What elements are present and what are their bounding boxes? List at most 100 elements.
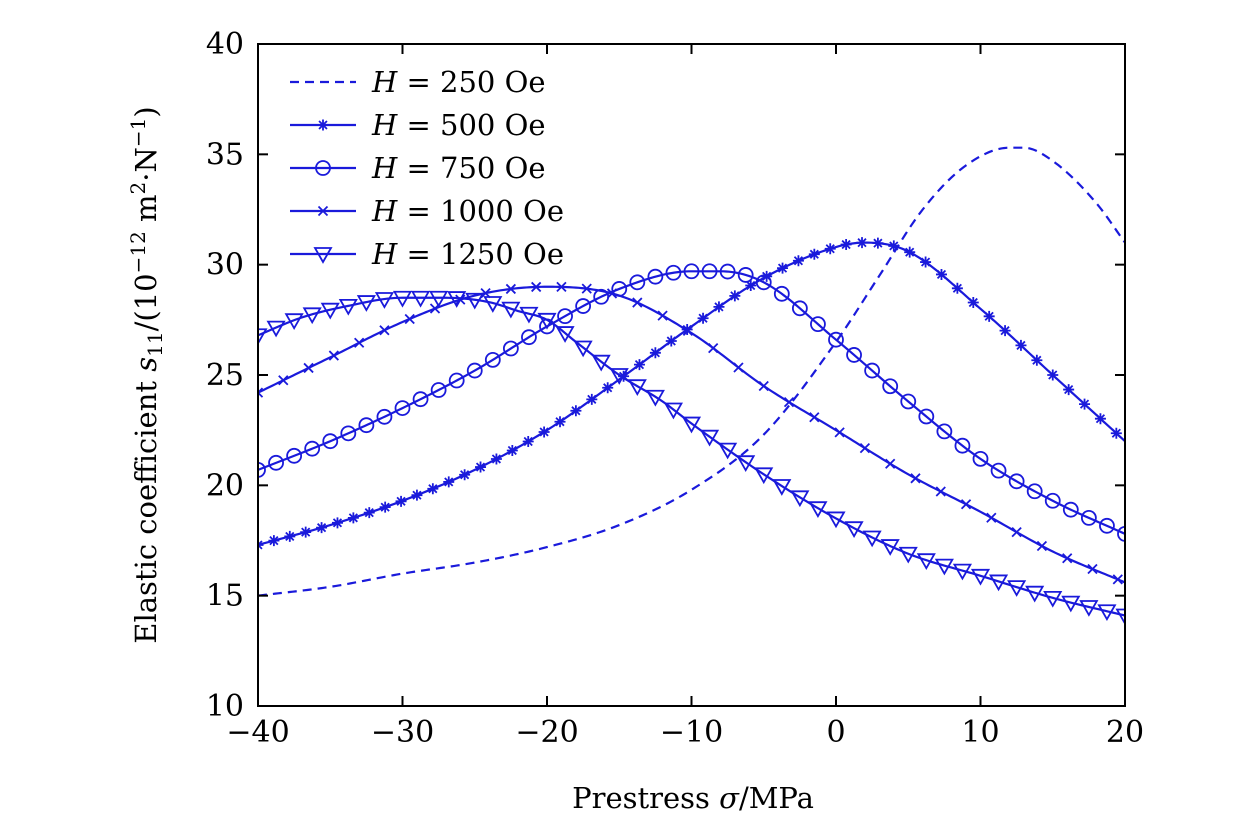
data-point [1110,427,1122,439]
data-point [465,292,485,310]
data-point [1044,492,1061,509]
data-point [647,268,664,285]
data-point [967,297,979,309]
legend-item: H = 1250 Oe [290,237,564,271]
data-point [447,291,467,308]
data-point [448,372,465,389]
data-point [1079,398,1091,410]
data-point [645,389,665,407]
data-point [404,313,415,325]
data-point [934,558,954,576]
data-point [972,450,989,467]
data-point [733,362,744,373]
legend-item: H = 250 Oe [290,65,546,99]
data-point [936,423,953,440]
data-point [773,285,790,302]
data-point [392,290,413,308]
legend-item: H = 500 Oe [290,108,546,142]
data-point [304,440,321,457]
series-line [258,241,1125,546]
data-point [808,248,820,260]
series-5 [258,290,1125,626]
data-point [682,325,694,336]
data-point [649,347,661,359]
data-point [358,417,375,434]
data-point [989,574,1009,592]
data-point [1007,580,1027,597]
data-point [777,262,789,274]
data-point [602,382,614,394]
y-tick-label: 25 [206,358,244,393]
legend: H = 250 Oe H = 500 Oe H = 750 Oe H = 1000 O… [290,65,564,271]
data-point [1099,517,1115,534]
data-point [328,350,339,361]
data-point [657,310,668,321]
data-point [736,455,756,472]
data-point [1080,509,1097,526]
data-point [920,256,932,268]
data-point [718,442,738,460]
data-point [522,436,534,447]
data-point [1117,525,1125,542]
data-point [916,553,936,571]
data-point [466,362,483,379]
data-point [374,292,394,309]
x-axis-label: Prestress σ/MPa [572,781,814,815]
data-point [394,400,411,417]
data-point [303,362,314,374]
data-point [792,255,804,267]
data-point [531,281,542,293]
data-point [1043,590,1063,608]
data-point [970,568,991,586]
data-point [856,237,868,249]
data-point [1061,595,1081,613]
data-point [1047,369,1059,381]
data-point [935,486,946,497]
data-point [808,501,828,518]
data-point [900,393,917,410]
data-point [990,462,1007,479]
series-line [258,296,1125,617]
data-point [347,512,359,524]
data-point [1036,540,1048,552]
data-point [586,393,598,405]
data-point [1097,604,1117,622]
data-point [340,425,357,442]
y-tick-label: 15 [206,579,244,614]
data-point [278,375,289,386]
data-point [632,297,643,308]
data-point [708,342,719,354]
series-layer [258,146,1125,626]
data-point [954,437,971,454]
series-2 [258,237,1125,551]
data-point [1087,563,1098,575]
data-point [443,476,455,488]
data-point [490,453,502,465]
x-tick-label: −10 [660,715,723,750]
legend-label: H = 250 Oe [371,65,546,99]
data-point [1112,574,1123,585]
data-point [502,340,519,357]
data-point [846,347,862,363]
data-point [880,539,900,556]
data-point [935,268,947,280]
data-point [1008,473,1025,490]
data-point [258,461,266,478]
data-point [356,295,376,312]
data-point [581,283,592,294]
data-point [1015,339,1027,351]
legend-swatch-marker [317,119,329,131]
data-point [266,320,286,338]
data-point [538,426,550,438]
data-point [331,517,343,529]
data-point [1094,413,1106,425]
y-tick-label: 20 [206,468,244,503]
data-point [537,312,557,330]
data-point [609,368,629,385]
data-point [521,329,537,346]
series-4 [258,281,1125,585]
data-point [665,335,677,347]
data-point [554,416,566,428]
data-point [1031,354,1043,366]
data-point [882,378,899,395]
